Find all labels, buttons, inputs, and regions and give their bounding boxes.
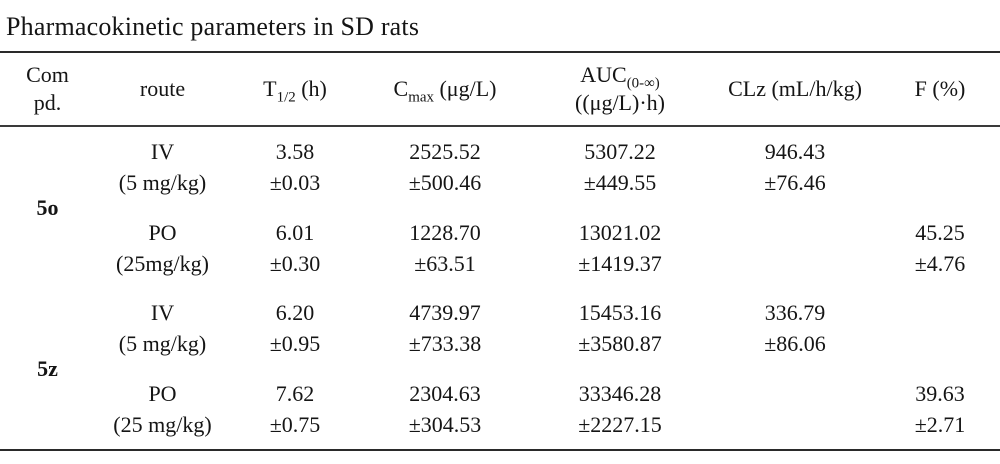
compound-label-5z: 5z xyxy=(37,355,58,381)
sd-line: ±2.71 xyxy=(914,411,966,437)
sd-line: ±449.55 xyxy=(583,170,657,196)
col-header-t12: T1/2 (h) xyxy=(230,51,360,128)
cmax-base: C xyxy=(393,75,409,101)
pharmacokinetics-table: Com pd. route T1/2 (h) Cmax (μg/L) AUC(0… xyxy=(0,51,1000,452)
value-line: 946.43 xyxy=(764,139,826,165)
header-compound-line1: Com xyxy=(26,61,69,87)
auc-subscript: (0-∞) xyxy=(626,74,660,91)
value-line: 4739.97 xyxy=(409,300,481,326)
col-header-auc: AUC(0-∞) ((μg/L)·h) xyxy=(530,51,710,128)
route-dose: (5 mg/kg) xyxy=(118,170,207,196)
auc-cell: 15453.16 ±3580.87 xyxy=(530,288,710,368)
value-line: 2304.63 xyxy=(409,380,481,406)
sd-line: ±86.06 xyxy=(764,331,826,357)
cmax-cell: 2304.63 ±304.53 xyxy=(360,369,530,450)
route-dose: (5 mg/kg) xyxy=(118,331,207,357)
sd-line: ±0.30 xyxy=(269,250,321,276)
t12-cell: 3.58 ±0.03 xyxy=(230,126,360,207)
auc-cell: 5307.22 ±449.55 xyxy=(530,126,710,207)
value-line: 1228.70 xyxy=(409,219,481,245)
value-line: 2525.52 xyxy=(409,139,481,165)
compound-label-5o: 5o xyxy=(36,195,59,221)
table-title: Pharmacokinetic parameters in SD rats xyxy=(6,12,420,41)
sd-line: ±0.95 xyxy=(269,331,321,357)
cmax-cell: 2525.52 ±500.46 xyxy=(360,126,530,207)
sd-line: ±63.51 xyxy=(414,250,476,276)
col-header-compound: Com pd. xyxy=(0,51,95,128)
table-row-5z-iv: 5z IV (5 mg/kg) 6.20 ±0.95 4739.97 ±733.… xyxy=(0,288,1000,381)
cmax-cell: 1228.70 ±63.51 xyxy=(360,208,530,288)
auc-line1: AUC(0-∞) xyxy=(530,61,710,91)
col-header-clz: CLz (mL/h/kg) xyxy=(710,51,880,128)
header-row: Com pd. route T1/2 (h) Cmax (μg/L) AUC(0… xyxy=(0,51,1000,128)
route-value: IV xyxy=(150,139,175,165)
route-cell: PO (25 mg/kg) xyxy=(95,369,230,450)
f-cell: 45.25 ±4.76 xyxy=(880,208,1000,288)
t12-unit: (h) xyxy=(295,75,327,101)
route-dose: (25mg/kg) xyxy=(116,250,209,276)
route-cell: IV (5 mg/kg) xyxy=(95,126,230,207)
auc-cell: 33346.28 ±2227.15 xyxy=(530,369,710,450)
cmax-subscript: max xyxy=(408,89,434,106)
table-row-5o-po: PO (25mg/kg) 6.01 ±0.30 1228.70 ±63.51 1… xyxy=(0,208,1000,288)
auc-cell: 13021.02 ±1419.37 xyxy=(530,208,710,288)
auc-base: AUC xyxy=(580,61,627,87)
table-header: Com pd. route T1/2 (h) Cmax (μg/L) AUC(0… xyxy=(0,51,1000,128)
sd-line: ±3580.87 xyxy=(578,331,662,357)
clz-cell: 336.79 ±86.06 xyxy=(710,288,880,368)
sd-line: ±2227.15 xyxy=(578,411,662,437)
cmax-cell: 4739.97 ±733.38 xyxy=(360,288,530,368)
value-line: 39.63 xyxy=(915,380,965,406)
t12-cell: 7.62 ±0.75 xyxy=(230,369,360,450)
sd-line: ±733.38 xyxy=(408,331,482,357)
sd-line: ±304.53 xyxy=(408,411,482,437)
col-header-f: F (%) xyxy=(880,51,1000,128)
sd-line: ±4.76 xyxy=(914,250,966,276)
route-dose: (25 mg/kg) xyxy=(113,411,212,437)
clz-cell: 946.43 ±76.46 xyxy=(710,126,880,207)
t12-cell: 6.20 ±0.95 xyxy=(230,288,360,368)
sd-line: ±0.75 xyxy=(269,411,321,437)
value-line: 45.25 xyxy=(915,219,965,245)
t12-subscript: 1/2 xyxy=(276,89,296,106)
value-line: 7.62 xyxy=(275,380,315,406)
f-cell: 39.63 ±2.71 xyxy=(880,369,1000,450)
route-cell: IV (5 mg/kg) xyxy=(95,288,230,368)
route-value: PO xyxy=(148,219,177,245)
value-line: 5307.22 xyxy=(584,139,656,165)
t12-base: T xyxy=(263,75,277,101)
cmax-unit: (μg/L) xyxy=(433,75,497,101)
col-header-cmax: Cmax (μg/L) xyxy=(360,51,530,128)
value-line: 336.79 xyxy=(764,300,826,326)
table-row-5z-po: PO (25 mg/kg) 7.62 ±0.75 2304.63 ±304.53… xyxy=(0,369,1000,450)
col-header-route: route xyxy=(95,51,230,128)
value-line: 33346.28 xyxy=(578,380,662,406)
t12-cell: 6.01 ±0.30 xyxy=(230,208,360,288)
value-line: 6.20 xyxy=(275,300,315,326)
auc-unit: ((μg/L)·h) xyxy=(575,90,665,116)
value-line: 6.01 xyxy=(275,219,315,245)
route-value: PO xyxy=(148,380,177,406)
f-cell xyxy=(880,288,1000,368)
sd-line: ±0.03 xyxy=(269,170,321,196)
table-row-5o-iv: 5o IV (5 mg/kg) 3.58 ±0.03 2525.52 ±500.… xyxy=(0,126,1000,220)
clz-cell xyxy=(710,369,880,450)
clz-cell xyxy=(710,208,880,288)
route-value: IV xyxy=(150,300,175,326)
route-cell: PO (25mg/kg) xyxy=(95,208,230,288)
value-line: 13021.02 xyxy=(578,219,662,245)
table-body: 5o IV (5 mg/kg) 3.58 ±0.03 2525.52 ±500.… xyxy=(0,126,1000,450)
value-line: 3.58 xyxy=(275,139,315,165)
sd-line: ±1419.37 xyxy=(578,250,662,276)
header-compound-line2: pd. xyxy=(33,90,62,116)
value-line: 15453.16 xyxy=(578,300,662,326)
f-cell xyxy=(880,126,1000,207)
sd-line: ±76.46 xyxy=(764,170,826,196)
sd-line: ±500.46 xyxy=(408,170,482,196)
